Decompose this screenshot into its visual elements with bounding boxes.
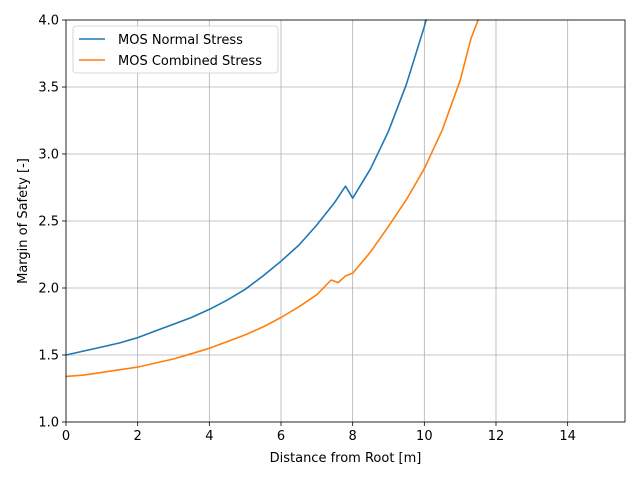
tick-layer: 0 2 4 6 8 10 12 14 1.0 1.5 2.0 2.5 3.0 3.5 4.0 [38,14,576,445]
series-line-1 [65,19,427,356]
y-axis-label: Margin of Safety [-] [16,158,31,284]
x-axis-label: Distance from Root [m] [270,451,422,466]
x-tick-label: 4 [205,429,213,444]
y-tick-label: 2.5 [38,215,59,230]
legend-entry-label: MOS Normal Stress [118,33,243,48]
y-tick-label: 2.0 [38,282,59,297]
x-tick-label: 2 [134,429,142,444]
x-tick-label: 0 [62,429,70,444]
y-tick-label: 3.0 [38,148,59,163]
legend-entry-label: MOS Combined Stress [118,54,262,69]
series-line-2 [65,19,479,378]
series-layer [65,19,479,378]
legend: MOS Normal Stress MOS Combined Stress [72,25,279,74]
y-tick-label: 1.0 [38,416,59,431]
x-tick-label: 12 [488,429,505,444]
x-tick-label: 14 [559,429,576,444]
y-tick-label: 4.0 [38,14,59,29]
legend-frame [72,25,279,74]
y-tick-label: 3.5 [38,81,59,96]
x-tick-label: 8 [349,429,357,444]
x-tick-label: 6 [277,429,285,444]
x-tick-label: 10 [416,429,433,444]
y-tick-label: 1.5 [38,349,59,364]
